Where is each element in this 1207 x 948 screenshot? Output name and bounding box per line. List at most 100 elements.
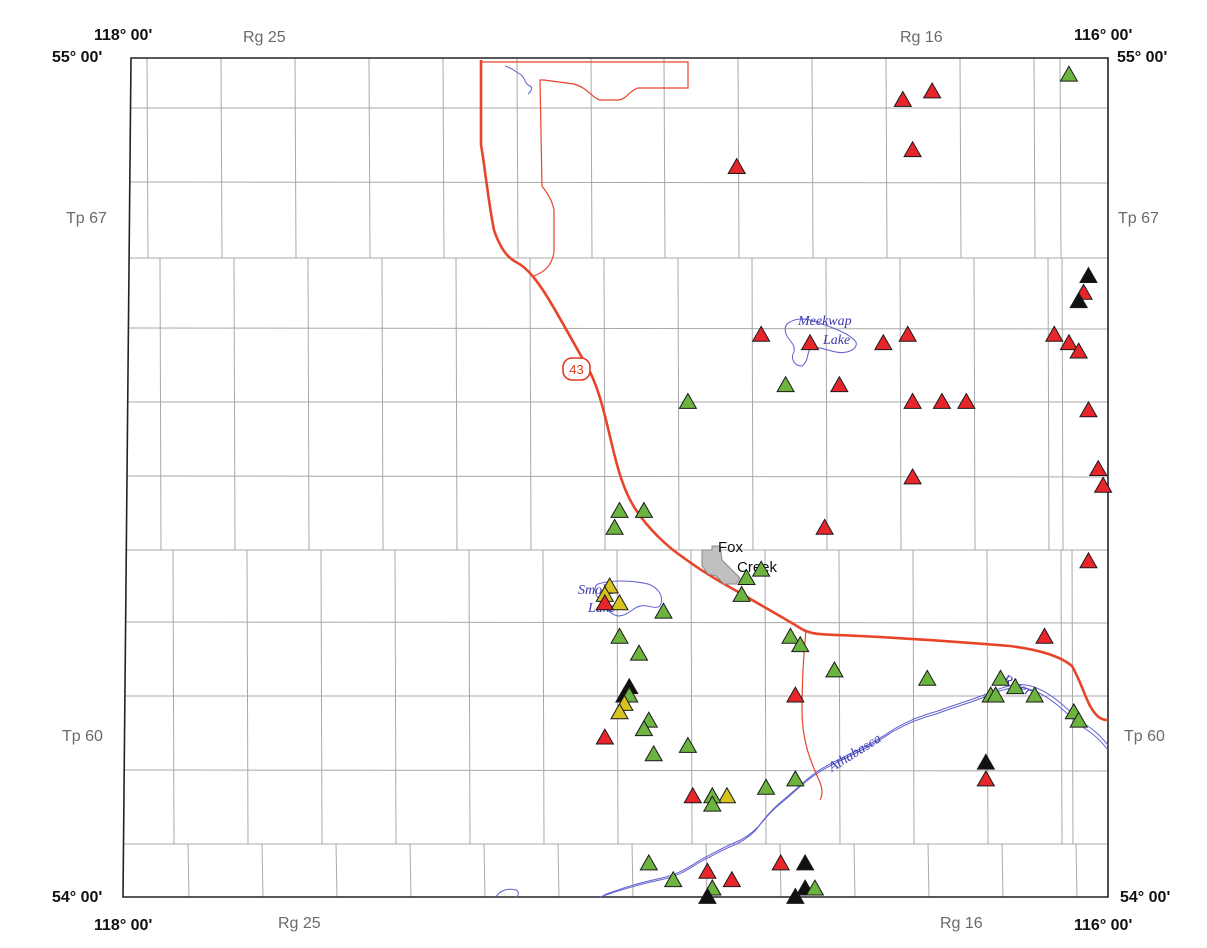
grid-col-line: [927, 843, 930, 898]
site-marker-red: [595, 728, 615, 745]
grid-col-line: [1033, 57, 1036, 259]
site-marker-red: [922, 82, 942, 99]
site-marker-red: [785, 686, 805, 703]
township-grid: [124, 57, 1109, 898]
site-marker-red: [932, 392, 952, 409]
grid-row-line: [124, 769, 1109, 772]
grid-col-line: [603, 257, 606, 551]
athabasca-label: Athabasca: [825, 731, 884, 776]
road-north-east: [481, 61, 689, 277]
highway-43-shield: 43: [562, 357, 591, 381]
grid-col-line: [146, 57, 149, 259]
site-marker-red: [956, 392, 976, 409]
grid-col-line: [187, 843, 190, 898]
township-label-left-upper: Tp 67: [66, 210, 107, 227]
grid-col-line: [483, 843, 486, 898]
grid-col-line: [307, 257, 310, 551]
lat-bottom-right: 54° 00': [1120, 889, 1170, 906]
grid-col-line: [973, 257, 976, 551]
grid-col-line: [959, 57, 962, 259]
grid-row-line: [130, 181, 1109, 184]
grid-col-line: [320, 549, 323, 845]
range-label-top-right: Rg 16: [900, 29, 943, 46]
grid-col-line: [294, 57, 297, 259]
lon-bottom-right: 116° 00': [1074, 917, 1132, 934]
grid-col-line: [912, 549, 915, 845]
site-marker-green: [610, 627, 629, 644]
grid-col-line: [811, 57, 814, 259]
site-marker-red: [1059, 333, 1079, 351]
grid-col-line: [529, 257, 532, 551]
site-marker-black: [1079, 266, 1098, 284]
site-marker-green: [805, 879, 825, 896]
road-south: [801, 629, 823, 801]
range-label-top-left: Rg 25: [243, 29, 286, 46]
roads: [479, 60, 1109, 801]
grid-col-line: [516, 57, 519, 259]
site-marker-green: [702, 795, 722, 812]
site-marker-green: [790, 635, 810, 653]
bottom-lake-left: [495, 888, 519, 898]
site-marker-red: [829, 375, 849, 393]
site-marker-red: [1079, 400, 1098, 418]
lat-bottom-left: 54° 00': [52, 889, 102, 906]
site-marker-green: [663, 870, 683, 888]
site-marker-green: [678, 736, 698, 753]
site-marker-red: [1079, 551, 1098, 569]
site-marker-green: [991, 669, 1010, 686]
grid-col-line: [899, 257, 902, 551]
site-marker-yellow: [717, 786, 737, 804]
grid-col-line: [172, 549, 175, 845]
athabasca-river-2: [603, 684, 1109, 896]
grid-col-line: [442, 57, 445, 259]
site-marker-red: [893, 90, 913, 107]
athabasca-river: [599, 687, 1109, 898]
site-marker-green: [644, 744, 664, 762]
site-marker-red: [800, 333, 820, 351]
site-marker-green: [610, 501, 629, 518]
range-label-bottom-left: Rg 25: [278, 915, 321, 932]
fox-creek-label-1: Fox: [718, 539, 744, 556]
grid-col-line: [751, 257, 754, 551]
range-label-bottom-right: Rg 16: [940, 915, 983, 932]
grid-col-line: [261, 843, 264, 898]
grid-col-line: [409, 843, 412, 898]
meekwap-lake-label-2: Lake: [822, 333, 850, 348]
site-marker-green: [986, 686, 1006, 703]
grid-col-line: [677, 257, 680, 551]
grid-col-line: [1047, 257, 1050, 551]
grid-col-line: [631, 843, 634, 898]
top-creek: [504, 65, 533, 95]
site-marker-red: [727, 157, 747, 174]
site-marker-green: [737, 568, 756, 586]
site-marker-green: [825, 660, 844, 678]
grid-col-line: [825, 257, 828, 551]
site-marker-green: [629, 644, 649, 661]
grid-col-line: [737, 57, 740, 259]
grid-col-line: [1075, 843, 1078, 898]
grid-col-line: [616, 549, 619, 845]
site-marker-red: [1093, 476, 1113, 493]
grid-col-line: [368, 57, 371, 259]
site-marker-red: [1035, 627, 1054, 644]
site-marker-black: [976, 753, 996, 770]
grid-row-line: [127, 475, 1109, 478]
township-label-right-lower: Tp 60: [1124, 728, 1165, 745]
grid-col-line: [590, 57, 593, 259]
grid-col-line: [233, 257, 236, 551]
grid-col-line: [394, 549, 397, 845]
site-marker-red: [595, 593, 615, 611]
site-marker-green: [605, 518, 624, 535]
site-marker-red: [903, 392, 922, 409]
site-marker-red: [903, 140, 922, 158]
grid-col-line: [455, 257, 458, 551]
site-marker-red: [815, 518, 835, 535]
site-marker-green: [634, 501, 654, 518]
site-marker-green: [756, 778, 776, 795]
grid-col-line: [335, 843, 338, 898]
highway-43: [479, 60, 1109, 722]
grid-col-line: [1071, 549, 1074, 845]
grid-col-line: [663, 57, 666, 259]
site-marker-yellow: [610, 593, 629, 611]
